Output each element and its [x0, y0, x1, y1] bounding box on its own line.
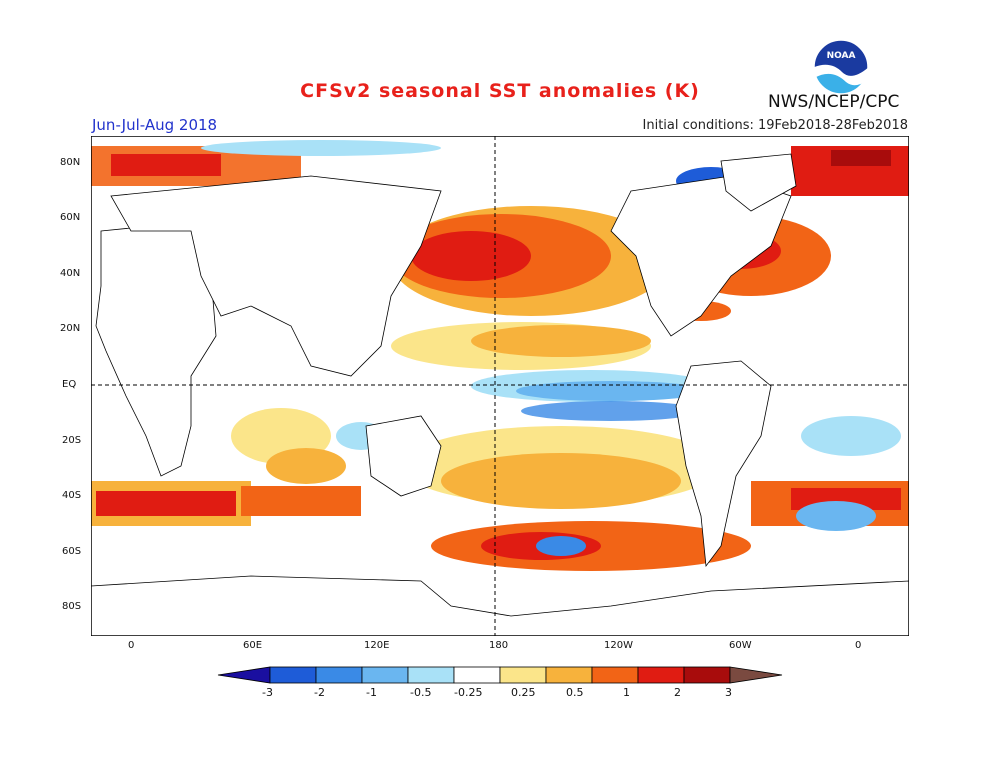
chart-title: CFSv2 seasonal SST anomalies (K)	[300, 80, 700, 102]
lon-label-60e: 60E	[243, 640, 263, 651]
lon-label-120w: 120W	[604, 640, 633, 651]
colorbar-label: -2	[314, 686, 325, 699]
lon-label-180: 180	[489, 640, 509, 651]
noaa-logo-text: NOAA	[827, 51, 856, 61]
colorbar-label: -0.5	[410, 686, 432, 699]
lat-label-60n: 60N	[60, 212, 81, 223]
agency-label: NWS/NCEP/CPC	[768, 92, 900, 112]
lat-label-eq: EQ	[62, 379, 77, 390]
colorbar-arrow-low	[217, 666, 271, 684]
colorbar-segment	[315, 666, 363, 684]
sst-anomaly-map	[91, 136, 909, 636]
lon-label-0: 0	[128, 640, 135, 651]
lon-label-0-east: 0	[855, 640, 862, 651]
land-masses	[91, 153, 909, 636]
season-label: Jun-Jul-Aug 2018	[92, 116, 218, 134]
lon-label-60w: 60W	[729, 640, 752, 651]
lat-label-80n: 80N	[60, 157, 81, 168]
lat-label-20n: 20N	[60, 323, 81, 334]
colorbar-label: 1	[623, 686, 630, 699]
colorbar-segment	[683, 666, 731, 684]
colorbar-label: -1	[366, 686, 377, 699]
colorbar-arrow-high	[729, 666, 783, 684]
colorbar-label: -3	[262, 686, 273, 699]
colorbar-label: 0.5	[566, 686, 584, 699]
noaa-logo: NOAA	[813, 39, 869, 95]
colorbar-label: 2	[674, 686, 681, 699]
colorbar-segment	[499, 666, 547, 684]
lat-label-40s: 40S	[62, 490, 82, 501]
colorbar-segment	[407, 666, 455, 684]
colorbar-segment	[591, 666, 639, 684]
lat-label-40n: 40N	[60, 268, 81, 279]
colorbar-segment	[269, 666, 317, 684]
colorbar-label: -0.25	[454, 686, 483, 699]
initial-conditions-label: Initial conditions: 19Feb2018-28Feb2018	[642, 118, 908, 133]
lat-label-60s: 60S	[62, 546, 82, 557]
colorbar-segment	[637, 666, 685, 684]
colorbar-label: 3	[725, 686, 732, 699]
colorbar-segment	[453, 666, 501, 684]
colorbar-segment	[545, 666, 593, 684]
lon-label-120e: 120E	[364, 640, 390, 651]
lat-label-80s: 80S	[62, 601, 82, 612]
colorbar-label: 0.25	[511, 686, 536, 699]
colorbar-segment	[361, 666, 409, 684]
lat-label-20s: 20S	[62, 435, 82, 446]
